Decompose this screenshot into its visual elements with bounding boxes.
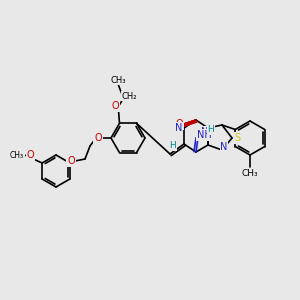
- Text: CH₃: CH₃: [111, 76, 126, 85]
- Text: H: H: [208, 125, 214, 134]
- Text: N: N: [201, 127, 209, 137]
- Text: CH₃: CH₃: [242, 169, 258, 178]
- Text: S: S: [234, 133, 240, 143]
- Text: O: O: [112, 101, 119, 111]
- Text: CH₃: CH₃: [10, 152, 24, 160]
- Text: N: N: [220, 142, 228, 152]
- Text: H: H: [169, 142, 176, 151]
- Text: O: O: [67, 156, 75, 166]
- Text: N: N: [175, 123, 183, 133]
- Text: NH: NH: [196, 130, 211, 140]
- Text: O: O: [94, 133, 102, 143]
- Text: CH₂: CH₂: [122, 92, 137, 101]
- Text: O: O: [175, 119, 183, 129]
- Text: O: O: [26, 150, 34, 160]
